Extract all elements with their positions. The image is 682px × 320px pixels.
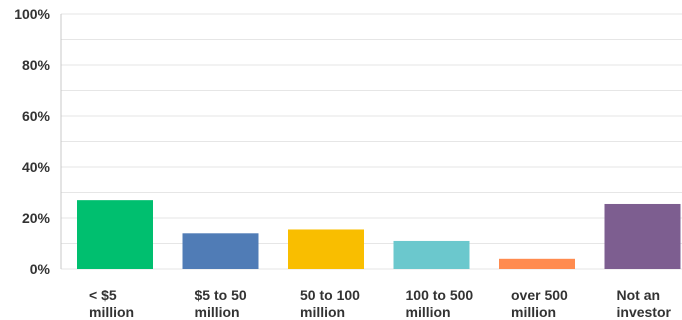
gridlines	[61, 13, 682, 270]
x-category-label: 50 to 100	[300, 287, 360, 303]
y-tick-label: 100%	[14, 6, 50, 22]
x-category-label: million	[406, 304, 451, 320]
bar	[77, 200, 153, 269]
bars	[77, 200, 681, 269]
x-category-label: million	[195, 304, 240, 320]
x-category-label: $5 to 50	[195, 287, 247, 303]
x-category-label: million	[511, 304, 556, 320]
x-category-label: over 500	[511, 287, 568, 303]
x-category-label: Not an	[617, 287, 661, 303]
bar	[182, 233, 259, 269]
bar	[604, 203, 681, 269]
y-tick-label: 20%	[22, 210, 51, 226]
y-tick-label: 0%	[30, 261, 51, 277]
y-tick-label: 60%	[22, 108, 51, 124]
x-category-label: million	[89, 304, 134, 320]
x-category-label: million	[300, 304, 345, 320]
y-tick-label: 80%	[22, 57, 51, 73]
bar	[288, 229, 364, 269]
y-tick-label: 40%	[22, 159, 51, 175]
x-category-label: < $5	[89, 287, 117, 303]
x-category-label: 100 to 500	[406, 287, 474, 303]
bar	[393, 240, 470, 269]
x-category-label: investor	[617, 304, 672, 320]
y-axis-ticks: 0% 20% 40% 60% 80% 100%	[14, 6, 50, 277]
bar	[499, 258, 575, 269]
